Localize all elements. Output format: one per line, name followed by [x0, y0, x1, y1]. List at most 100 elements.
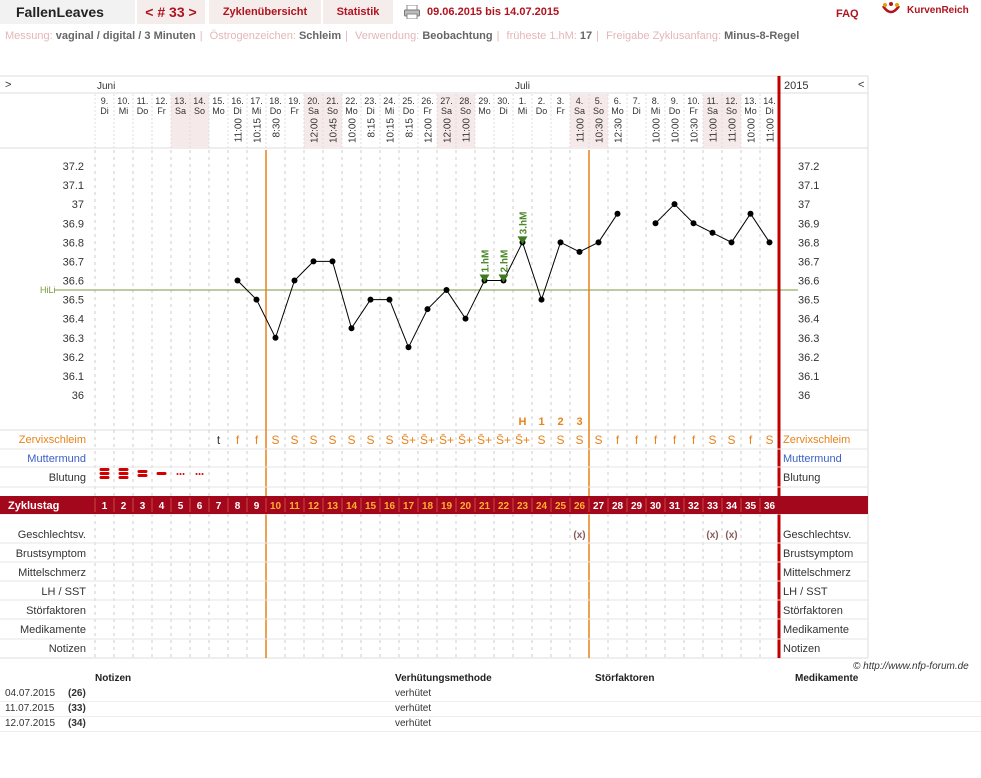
time-label: 10:00 — [348, 118, 359, 143]
temperature-point — [766, 239, 773, 246]
date-label: 26. — [421, 96, 434, 106]
logo-text[interactable]: KurvenReich — [907, 5, 969, 16]
cycle-day-number: 4 — [159, 501, 165, 512]
row-label-right: Notizen — [783, 643, 820, 655]
time-label: 10:00 — [747, 118, 758, 143]
cycle-day-number: 11 — [289, 501, 300, 512]
weekday-label: Di — [765, 106, 774, 116]
cycle-day-number: 30 — [650, 501, 662, 512]
weekend-shade — [570, 94, 589, 148]
kurvenreich-logo-icon[interactable] — [881, 2, 901, 20]
bleeding-mark — [99, 468, 110, 471]
info-label: Östrogenzeichen: — [209, 30, 296, 42]
spotting-mark — [201, 473, 204, 475]
time-label: 10:00 — [652, 118, 663, 143]
cycle-day-number: 18 — [422, 501, 434, 512]
time-label: 11:00 — [728, 118, 739, 143]
weekday-label: Sa — [175, 106, 186, 116]
bleeding-mark — [118, 468, 129, 471]
weekday-label: Mi — [651, 106, 661, 116]
weekday-label: Fr — [556, 106, 565, 116]
date-label: 21. — [326, 96, 339, 106]
temperature-point — [234, 277, 241, 284]
tab-statistics[interactable]: Statistik — [323, 0, 393, 24]
date-label: 27. — [440, 96, 453, 106]
time-label: 8:30 — [272, 118, 283, 138]
date-label: 28. — [459, 96, 472, 106]
weekend-shade — [703, 94, 722, 148]
weekday-label: Mi — [518, 106, 528, 116]
temperature-point — [329, 258, 336, 265]
cycle-day-label: Zyklustag — [8, 500, 59, 512]
cycle-day-number: 19 — [441, 501, 453, 512]
faq-link[interactable]: FAQ — [836, 8, 859, 20]
y-tick-right: 36.9 — [798, 218, 819, 230]
date-label: 2. — [538, 96, 546, 106]
nav-previous[interactable]: > — [5, 79, 11, 91]
weekday-label: Fr — [290, 106, 299, 116]
spotting-mark — [195, 473, 198, 475]
copyright: © http://www.nfp-forum.de — [853, 661, 969, 672]
date-label: 9. — [671, 96, 679, 106]
cycle-day-number: 32 — [688, 501, 700, 512]
time-label: 10:30 — [595, 118, 606, 143]
table-row: 04.07.2015 (26) verhütet — [0, 687, 981, 702]
mucus-value: f — [749, 433, 753, 447]
weekday-label: So — [327, 106, 338, 116]
tab-cycle-overview[interactable]: Zyklenübersicht — [209, 0, 321, 24]
mucus-value: S̄+ — [420, 433, 435, 447]
y-tick-right: 36.6 — [798, 276, 819, 288]
weekday-label: So — [460, 106, 471, 116]
time-label: 10:45 — [329, 118, 340, 143]
mucus-value: S — [556, 433, 564, 447]
time-label: 11:00 — [576, 118, 587, 143]
print-icon[interactable] — [404, 5, 420, 19]
temperature-point — [671, 201, 678, 208]
weekday-label: Mi — [119, 106, 129, 116]
row-label-left: LH / SST — [41, 586, 86, 598]
method-header: Verhütungsmethode — [395, 673, 492, 684]
spotting-mark — [182, 473, 185, 475]
time-label: 12:00 — [310, 118, 321, 143]
cycle-day-number: 21 — [479, 501, 491, 512]
row-label-left: Blutung — [49, 472, 86, 484]
y-tick-right: 37.1 — [798, 180, 819, 192]
row-label-left: Notizen — [49, 643, 86, 655]
info-label: früheste 1.hM: — [506, 30, 577, 42]
time-label: 12:00 — [443, 118, 454, 143]
cycle-day-number: 27 — [593, 501, 605, 512]
date-label: 23. — [364, 96, 377, 106]
row-label-right: LH / SST — [783, 586, 828, 598]
y-tick-right: 36 — [798, 390, 810, 402]
cycle-day-number: 1 — [102, 501, 108, 512]
weekday-label: Fr — [689, 106, 698, 116]
weekday-label: Do — [270, 106, 282, 116]
cycle-day-number: 15 — [365, 501, 377, 512]
cycle-navigation[interactable]: < # 33 > — [137, 0, 205, 24]
row-label-right: Geschlechtsv. — [783, 529, 851, 541]
cycle-day-number: 9 — [254, 501, 260, 512]
time-label: 11:00 — [462, 118, 473, 143]
mucus-value: S — [537, 433, 545, 447]
high-marker-icon — [517, 236, 528, 245]
table-row: 11.07.2015 (33) verhütet — [0, 702, 981, 717]
row-label-right: Medikamente — [783, 624, 849, 636]
y-tick-right: 36.1 — [798, 371, 819, 383]
high-marker-icon — [479, 274, 490, 283]
cycle-day-number: 26 — [574, 501, 586, 512]
time-label: 12:30 — [614, 118, 625, 143]
mucus-value: f — [236, 433, 240, 447]
row-method: verhütet — [395, 688, 432, 699]
y-tick-left: 36.6 — [63, 276, 84, 288]
nav-next[interactable]: < — [858, 79, 864, 91]
date-label: 15. — [212, 96, 225, 106]
temperature-point — [747, 210, 754, 217]
weekend-shade — [437, 94, 456, 148]
info-label: Verwendung: — [355, 30, 420, 42]
cycle-day-number: 14 — [346, 501, 358, 512]
row-date: 04.07.2015 — [5, 688, 56, 699]
y-tick-left: 37.1 — [63, 180, 84, 192]
temperature-point — [348, 325, 355, 332]
username-tab[interactable]: FallenLeaves — [0, 0, 135, 24]
date-range: 09.06.2015 bis 14.07.2015 — [427, 6, 560, 18]
